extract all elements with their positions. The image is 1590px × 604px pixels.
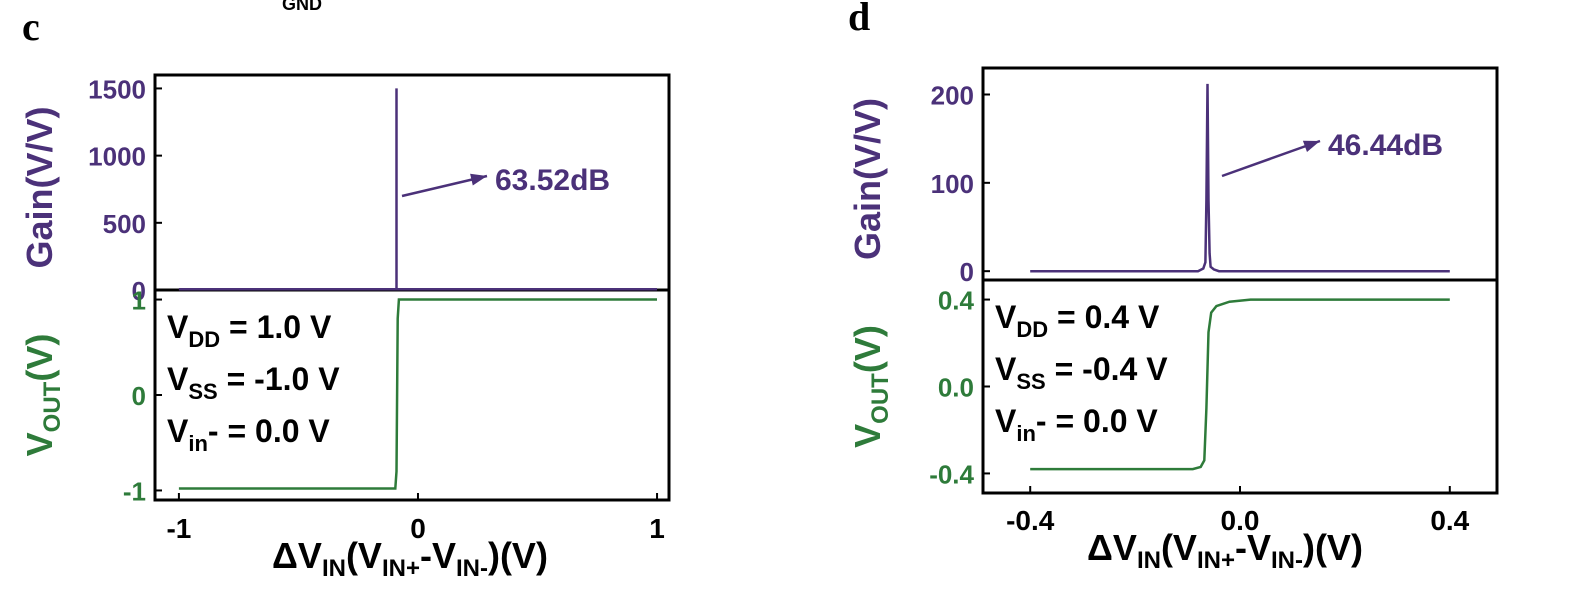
gain-ytick-label: 500 xyxy=(103,209,146,239)
vout-ylabel-main: V xyxy=(847,424,888,448)
condition-label: VDD = 0.4 V xyxy=(995,299,1160,342)
xlabel-mid: (V xyxy=(1161,527,1197,568)
condition-label: VDD = 1.0 V xyxy=(167,309,332,352)
xlabel-end: )(V) xyxy=(488,535,548,576)
condition-sub: in xyxy=(188,431,208,456)
condition-sub: SS xyxy=(188,379,217,404)
condition-rest: = -0.4 V xyxy=(1046,351,1169,387)
xlabel-sub2: IN+ xyxy=(1197,547,1235,574)
gain-ytick-label: 1500 xyxy=(88,74,146,104)
vout-ylabel: VOUT(V) xyxy=(19,334,66,457)
vout-ylabel: VOUT(V) xyxy=(847,325,894,448)
panel-letter: c xyxy=(22,4,40,49)
gain-ytick-label: 0 xyxy=(960,257,974,287)
xlabel-end: )(V) xyxy=(1303,527,1363,568)
xlabel-sub2: IN+ xyxy=(382,555,420,582)
gain-plot-frame xyxy=(981,66,1499,282)
xtick-label: 1 xyxy=(649,513,665,544)
annotation-arrow-head xyxy=(1302,140,1320,152)
vout-ytick-label: 0 xyxy=(132,381,146,411)
xtick-label: -0.4 xyxy=(1006,505,1055,536)
xlabel-mid: (V xyxy=(346,535,382,576)
condition-rest: = 1.0 V xyxy=(220,309,332,345)
xlabel-sub: IN xyxy=(322,555,346,582)
panel-d: d 0 100 200 -0.4 0.0 0.4 -0.4 0.0 0.4 46.44dB Gain(… xyxy=(847,0,1499,574)
x-axis-label: ΔVIN(VIN+-VIN-)(V) xyxy=(1087,527,1363,574)
gain-annotation-label: 46.44dB xyxy=(1328,129,1443,162)
condition-sub: in xyxy=(1016,421,1036,446)
condition-main: V xyxy=(995,351,1017,387)
gain-annotation-label: 63.52dB xyxy=(495,164,610,197)
vout-ylabel-unit: (V) xyxy=(847,325,888,373)
condition-main: V xyxy=(167,361,189,397)
xtick-label: 0.0 xyxy=(1221,505,1260,536)
condition-label: VSS = -1.0 V xyxy=(167,361,340,404)
vout-ylabel-unit: (V) xyxy=(19,334,60,382)
vout-ytick-label: -0.4 xyxy=(929,459,974,489)
gain-ytick-label: 1000 xyxy=(88,142,146,172)
vout-series-line xyxy=(178,298,657,490)
panel-letter: d xyxy=(848,0,870,39)
xlabel-dash: -V xyxy=(420,535,456,576)
condition-rest: = 0.4 V xyxy=(1048,299,1160,335)
xlabel-sub3: IN- xyxy=(1271,547,1303,574)
condition-sub: SS xyxy=(1016,369,1045,394)
vout-ytick-label: 0.0 xyxy=(938,373,974,403)
gain-ylabel: Gain(V/V) xyxy=(19,106,60,268)
vout-series-line xyxy=(1030,298,1450,471)
top-fragment-label: GND xyxy=(282,0,322,14)
condition-sub: DD xyxy=(188,327,220,352)
condition-main: V xyxy=(167,413,189,449)
condition-rest: - = 0.0 V xyxy=(1036,403,1159,439)
vout-ytick-label: -1 xyxy=(123,476,146,506)
vout-ytick-label: 0.4 xyxy=(938,286,975,316)
xlabel-main: ΔV xyxy=(1087,527,1137,568)
xlabel-dash: -V xyxy=(1235,527,1271,568)
condition-main: V xyxy=(995,299,1017,335)
vout-ylabel-main: V xyxy=(19,432,60,456)
xlabel-sub: IN xyxy=(1137,547,1161,574)
xlabel-sub3: IN- xyxy=(456,555,488,582)
vout-ylabel-sub: OUT xyxy=(39,381,66,432)
gain-ytick-label: 100 xyxy=(931,169,974,199)
gain-series-line xyxy=(178,88,657,291)
condition-label: Vin- = 0.0 V xyxy=(167,413,330,456)
condition-main: V xyxy=(167,309,189,345)
xtick-label: 0.4 xyxy=(1430,505,1469,536)
annotation-arrow-shaft xyxy=(1221,139,1321,178)
gain-ytick-label: 200 xyxy=(931,81,974,111)
x-axis-label: ΔVIN(VIN+-VIN-)(V) xyxy=(272,535,548,582)
condition-rest: = -1.0 V xyxy=(218,361,341,397)
gain-ytick-label: 0 xyxy=(132,276,146,306)
condition-sub: DD xyxy=(1016,317,1048,342)
gain-series-line xyxy=(1030,83,1450,273)
vout-ylabel-sub: OUT xyxy=(867,373,894,424)
condition-rest: - = 0.0 V xyxy=(208,413,331,449)
xlabel-main: ΔV xyxy=(272,535,322,576)
condition-label: VSS = -0.4 V xyxy=(995,351,1168,394)
condition-main: V xyxy=(995,403,1017,439)
annotation-arrow-head xyxy=(470,173,487,186)
condition-label: Vin- = 0.0 V xyxy=(995,403,1158,446)
xtick-label: -1 xyxy=(166,513,191,544)
vout-ytick-label: 1 xyxy=(132,286,146,316)
gain-ylabel: Gain(V/V) xyxy=(847,98,888,260)
xtick-label: 0 xyxy=(410,513,426,544)
